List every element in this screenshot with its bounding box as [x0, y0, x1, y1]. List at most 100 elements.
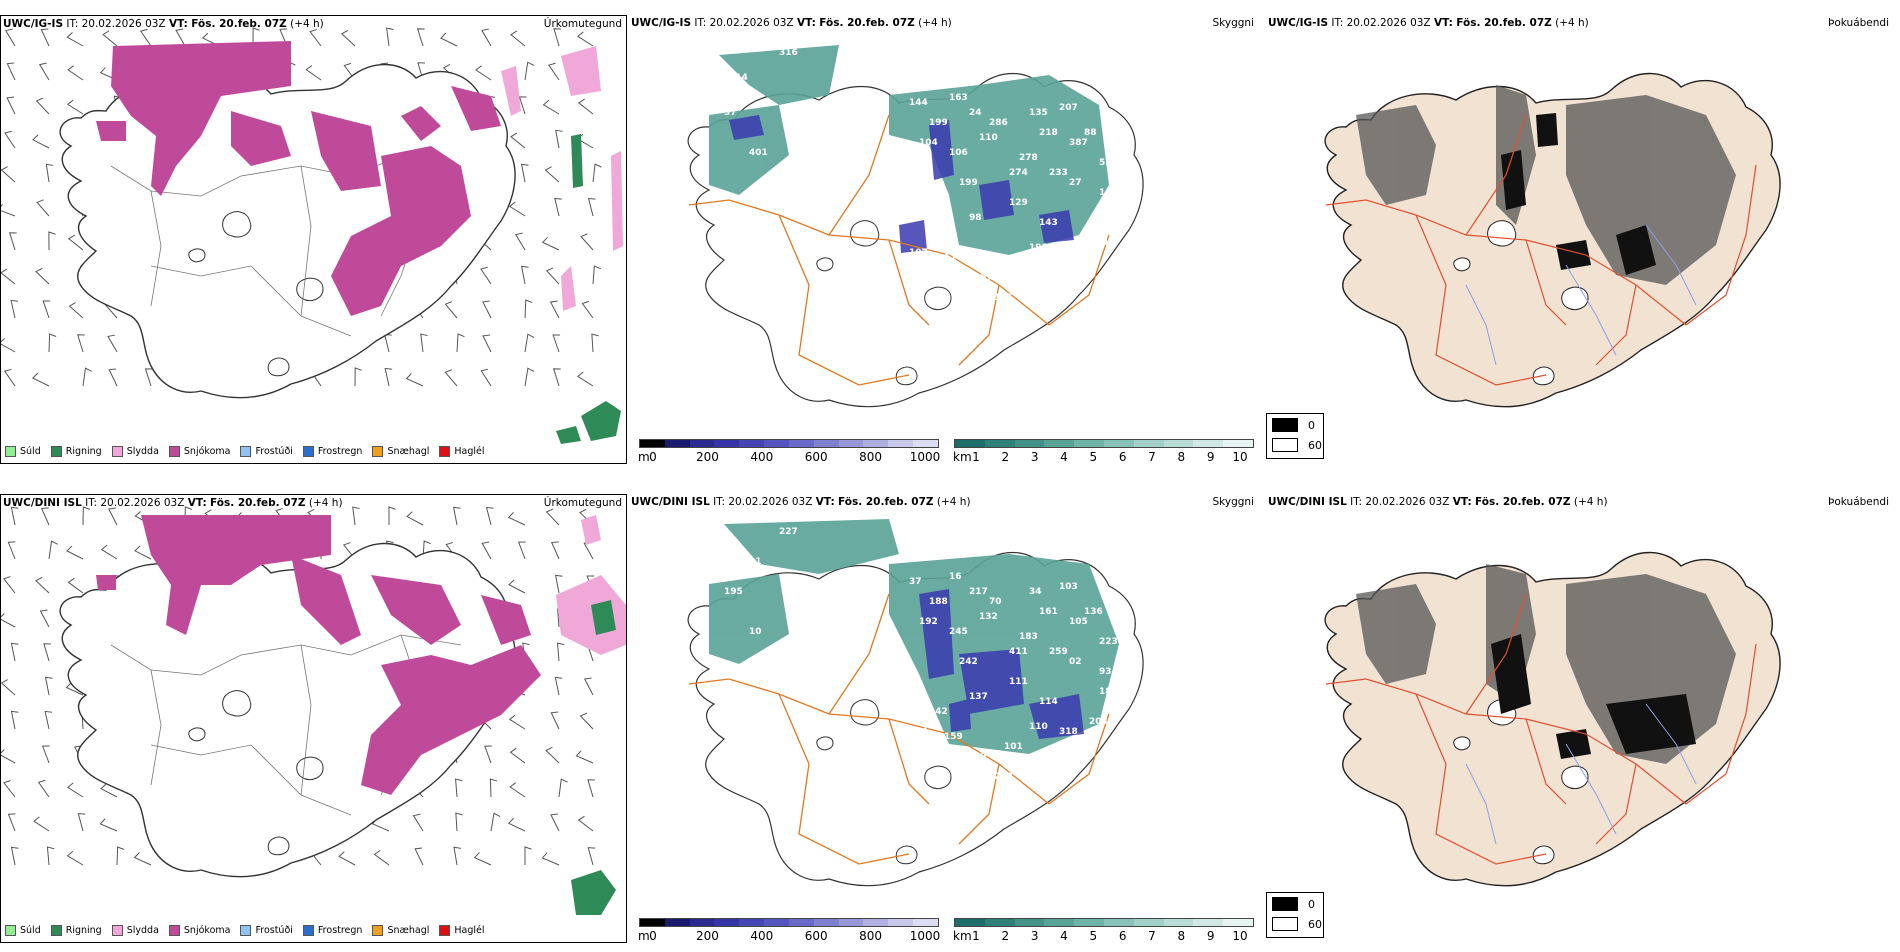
- wind-barb: [518, 96, 527, 115]
- visibility-label: 106: [949, 148, 968, 158]
- visibility-label: 110: [979, 133, 998, 143]
- legend-item: Snæhagl: [372, 446, 429, 457]
- colorbar-tick: 1000: [909, 450, 941, 464]
- legend-swatch: [111, 925, 123, 936]
- colorbar-cell: [764, 919, 789, 926]
- wind-barb: [42, 300, 51, 319]
- panel-title: UWC/IG-IS IT: 20.02.2026 03Z VT: Fös. 20…: [3, 18, 324, 30]
- visibility-label: 135: [1029, 108, 1048, 118]
- snow-areas-top: [96, 41, 501, 316]
- wind-barb: [444, 301, 458, 319]
- roads-red: [1325, 114, 1757, 386]
- wind-barb: [10, 299, 19, 319]
- wind-barb: [455, 812, 463, 832]
- visibility-label: 136: [1084, 607, 1103, 617]
- colorbar-cell: [984, 440, 1015, 447]
- legend-label: Súld: [20, 446, 41, 457]
- wind-barb: [66, 99, 84, 115]
- visibility-label: 160: [1089, 238, 1108, 248]
- visibility-label: 137: [969, 692, 988, 702]
- precip-map-bottom: [1, 506, 626, 915]
- wind-barb: [175, 28, 186, 47]
- visibility-label: 401: [749, 148, 768, 158]
- wind-barb: [510, 132, 526, 149]
- visibility-label: 01: [749, 557, 762, 567]
- visibility-label: 286: [989, 118, 1008, 128]
- wind-barb: [33, 816, 50, 832]
- wind-barb: [592, 163, 602, 183]
- colorbar-tick: 200: [695, 929, 719, 943]
- legend-swatch: [50, 446, 62, 457]
- wind-barb: [305, 65, 322, 81]
- wind-barb: [455, 778, 463, 798]
- wind-barb: [384, 333, 392, 353]
- wind-barb: [1, 613, 16, 628]
- fog-black-areas: [1501, 113, 1656, 275]
- visibility-label: 104: [919, 138, 938, 148]
- wind-barb: [576, 31, 594, 47]
- colorbar-tick: 9: [1206, 929, 1215, 943]
- wind-barb: [108, 368, 118, 387]
- wind-barb: [508, 714, 526, 730]
- visibility-label: 101: [1004, 742, 1023, 752]
- colorbar-tick: 4: [1060, 450, 1068, 464]
- wind-barb: [9, 232, 17, 251]
- wind-barb: [384, 367, 393, 387]
- visibility-label: 259: [1049, 647, 1068, 657]
- wind-barb: [549, 300, 560, 319]
- colorbar-cell: [714, 440, 740, 447]
- wind-barb: [524, 367, 535, 387]
- wind-barb: [99, 818, 118, 832]
- panel-title: UWC/IG-IS IT: 20.02.2026 03Z VT: Fös. 20…: [1268, 17, 1589, 29]
- visibility-label: 16: [949, 572, 962, 582]
- colorbar-cell: [689, 440, 715, 447]
- legend-item: Haglél: [439, 446, 485, 457]
- legend-swatch: [372, 925, 384, 936]
- wind-barb: [3, 576, 16, 594]
- wind-barb: [39, 609, 50, 628]
- wind-barb: [279, 28, 288, 47]
- legend-label: Snjókoma: [183, 925, 231, 936]
- legend-item: Snjókoma: [168, 925, 231, 936]
- visibility-label: 70: [989, 597, 1002, 607]
- visibility-label: 02: [739, 193, 752, 203]
- legend-label: Súld: [20, 925, 41, 936]
- fog-panel-top: UWC/IG-IS IT: 20.02.2026 03Z VT: Fös. 20…: [1266, 15, 1893, 464]
- wind-barb: [66, 32, 84, 47]
- wind-barb: [7, 813, 16, 832]
- legend-label: Frostúði: [255, 925, 293, 936]
- visibility-label: 195: [724, 587, 743, 597]
- colorbar-m-unit: m: [638, 929, 650, 943]
- panel-title: UWC/DINI ISL IT: 20.02.2026 03Z VT: Fös.…: [631, 496, 971, 508]
- colorbar-cell: [640, 919, 665, 926]
- wind-barb: [545, 746, 560, 764]
- visibility-label: 161: [1039, 607, 1058, 617]
- wind-barb: [6, 62, 16, 81]
- colorbar-cell: [1103, 919, 1134, 926]
- wind-barb: [45, 163, 54, 183]
- wind-barb: [552, 368, 561, 387]
- wind-barb: [473, 852, 492, 866]
- wind-barb: [482, 334, 492, 353]
- legend-item: Frostúði: [240, 446, 293, 457]
- visibility-label: 24: [969, 108, 982, 118]
- wind-barb: [65, 682, 84, 696]
- wind-barb: [587, 847, 596, 866]
- visibility-label: 1: [1099, 208, 1105, 218]
- wind-barb: [48, 333, 57, 353]
- colorbar-tick: 0: [649, 929, 657, 943]
- wind-barb: [139, 28, 152, 47]
- wind-barb: [554, 676, 563, 696]
- fog-key-top: 0 60: [1266, 413, 1324, 459]
- legend-swatch: [302, 446, 314, 457]
- visibility-km-colorbar: km 1 2 3 4 5 6 7 8 9 10: [953, 918, 1254, 952]
- legend-swatch: [5, 446, 16, 457]
- roads-red: [1325, 593, 1757, 865]
- wind-barb: [7, 541, 16, 560]
- visibility-label: 199: [959, 178, 978, 188]
- precip-type-panel-bottom: UWC/DINI ISL IT: 20.02.2026 03Z VT: Fös.…: [0, 494, 627, 943]
- colorbar-tick: 6: [1118, 450, 1127, 464]
- wind-barb: [414, 847, 424, 866]
- visibility-label: 110: [944, 253, 963, 263]
- wind-barb: [548, 62, 560, 81]
